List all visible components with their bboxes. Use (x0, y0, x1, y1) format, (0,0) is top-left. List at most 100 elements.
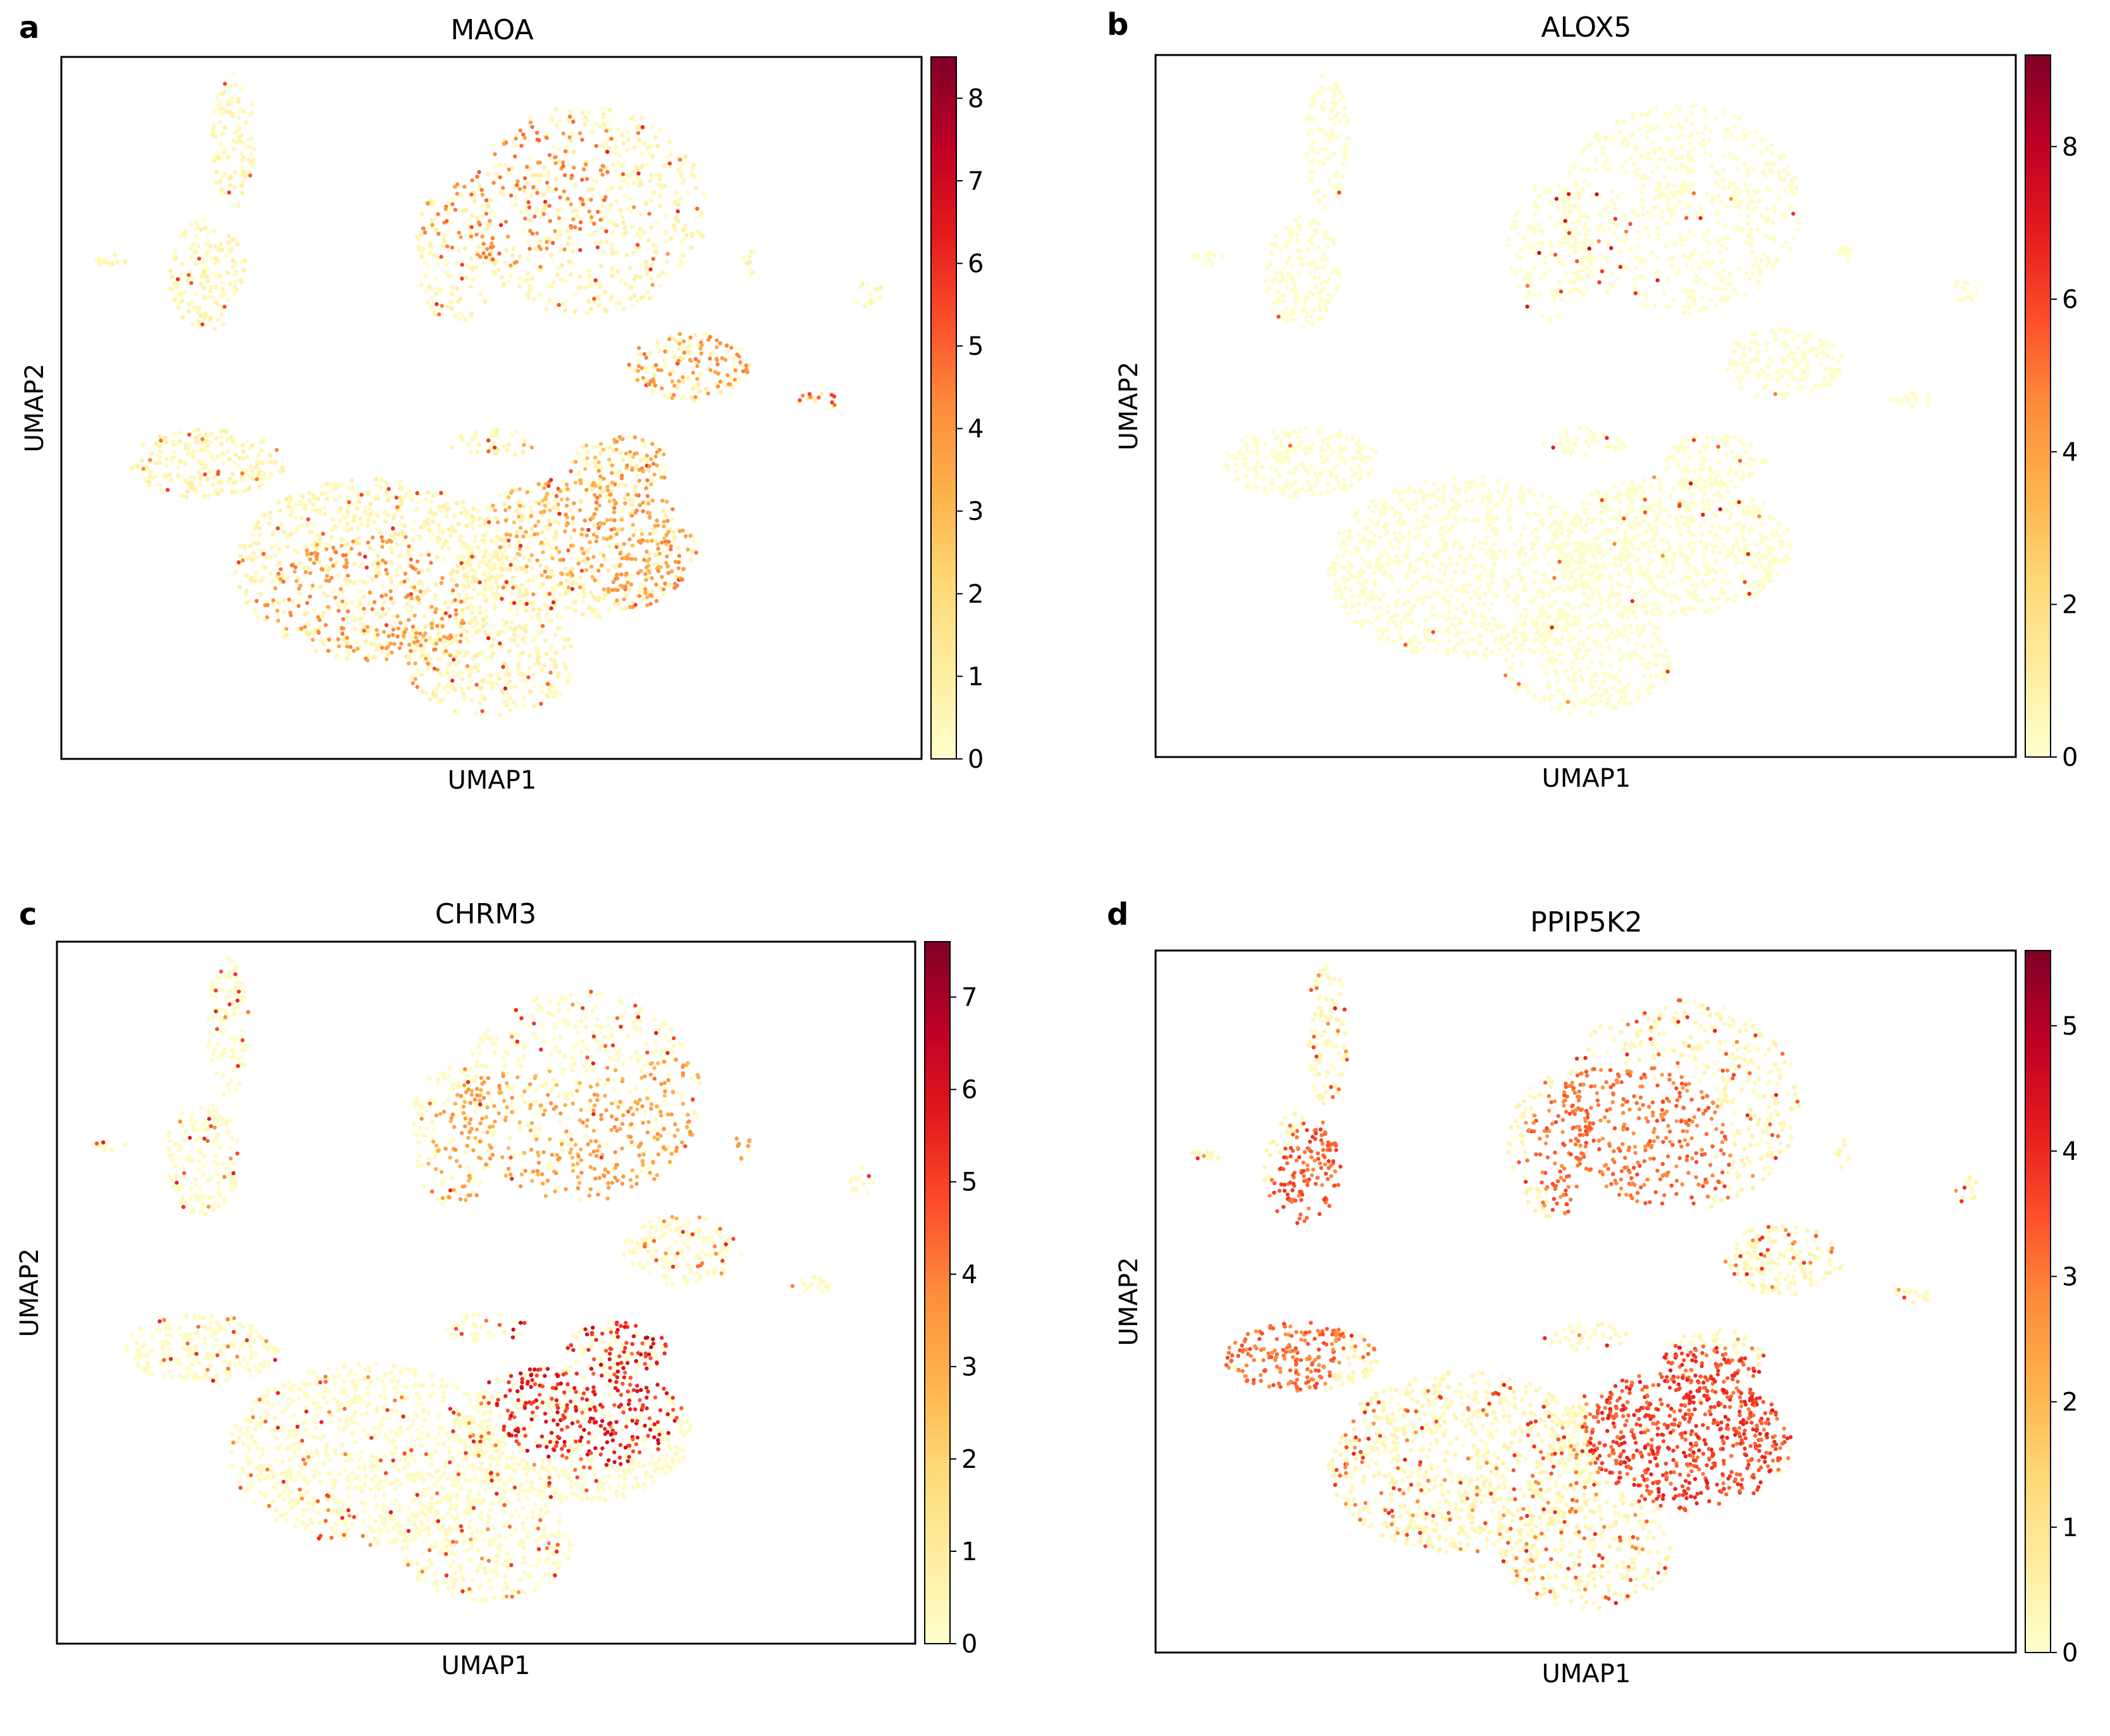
scatter-point (1720, 176, 1725, 182)
scatter-point (517, 624, 522, 629)
scatter-point (1581, 247, 1586, 252)
scatter-point (1954, 279, 1959, 284)
scatter-point (1679, 237, 1684, 242)
scatter-point (656, 569, 661, 574)
scatter-point (583, 518, 587, 523)
scatter-point (454, 612, 459, 617)
scatter-point (676, 263, 681, 268)
scatter-point (419, 672, 424, 677)
scatter-point (476, 252, 480, 257)
scatter-point (497, 712, 502, 718)
scatter-point (650, 498, 655, 503)
scatter-point (199, 448, 204, 453)
scatter-point (312, 608, 317, 613)
scatter-point (248, 173, 252, 178)
scatter-point (275, 608, 280, 613)
scatter-point (1634, 255, 1639, 261)
scatter-point (410, 565, 416, 570)
scatter-point (632, 435, 638, 440)
scatter-point (467, 216, 472, 221)
scatter-point (1679, 126, 1684, 132)
scatter-point (563, 529, 567, 534)
scatter-point (640, 164, 645, 169)
scatter-point (441, 529, 446, 534)
scatter-point (351, 539, 355, 544)
scatter-point (1845, 247, 1850, 252)
scatter-point (288, 513, 293, 518)
scatter-point (517, 654, 522, 659)
scatter-point (1638, 127, 1643, 132)
scatter-point (388, 546, 393, 551)
scatter-point (598, 441, 603, 446)
scatter-point (682, 223, 688, 228)
scatter-point (646, 238, 651, 243)
scatter-point (528, 166, 533, 171)
scatter-point (593, 231, 598, 237)
scatter-point (324, 547, 329, 551)
scatter-point (1835, 252, 1841, 258)
scatter-point (218, 479, 223, 484)
scatter-point (1294, 232, 1299, 238)
scatter-point (644, 355, 648, 360)
scatter-point (165, 488, 170, 492)
scatter-point (352, 580, 357, 585)
scatter-point (373, 600, 377, 605)
scatter-point (671, 223, 676, 228)
scatter-point (528, 689, 533, 694)
scatter-point (622, 225, 627, 230)
scatter-point (667, 140, 672, 145)
scatter-point (1723, 223, 1728, 228)
scatter-point (552, 280, 557, 285)
scatter-point (1725, 367, 1730, 372)
scatter-point (465, 543, 470, 548)
scatter-point (1791, 337, 1796, 342)
scatter-point (638, 274, 643, 280)
scatter-point (507, 543, 512, 548)
scatter-point (1263, 279, 1268, 284)
scatter-point (1800, 385, 1805, 390)
scatter-point (625, 147, 630, 153)
scatter-point (1561, 241, 1566, 246)
scatter-point (330, 517, 336, 522)
scatter-point (503, 686, 508, 691)
scatter-point (548, 657, 554, 662)
scatter-point (636, 299, 641, 304)
scatter-point (331, 546, 336, 550)
scatter-point (199, 273, 204, 278)
scatter-point (644, 264, 649, 269)
scatter-point (206, 278, 211, 283)
scatter-point (221, 322, 226, 327)
scatter-point (1290, 276, 1295, 281)
scatter-point (244, 600, 249, 605)
scatter-point (563, 308, 568, 313)
scatter-point (251, 550, 256, 556)
scatter-point (489, 553, 494, 558)
scatter-point (699, 351, 704, 356)
scatter-point (662, 536, 667, 541)
scatter-point (424, 691, 429, 696)
scatter-point (1563, 185, 1568, 191)
scatter-point (1715, 273, 1720, 278)
scatter-point (251, 147, 256, 152)
scatter-point (610, 471, 614, 475)
scatter-point (1693, 215, 1698, 220)
scatter-point (578, 226, 583, 231)
scatter-point (558, 195, 562, 200)
scatter-point (694, 550, 698, 555)
scatter-point (1722, 286, 1727, 292)
scatter-point (241, 140, 246, 145)
scatter-point (276, 526, 280, 531)
scatter-point (585, 310, 590, 316)
scatter-point (584, 568, 589, 572)
scatter-point (595, 245, 600, 250)
scatter-point (569, 202, 573, 207)
scatter-point (1672, 194, 1677, 199)
scatter-point (354, 640, 359, 645)
scatter-point (632, 277, 637, 282)
scatter-point (561, 164, 565, 168)
scatter-point (371, 535, 375, 539)
scatter-point (528, 247, 532, 251)
scatter-point (528, 115, 534, 121)
scatter-point (183, 446, 189, 451)
scatter-point (462, 185, 467, 189)
